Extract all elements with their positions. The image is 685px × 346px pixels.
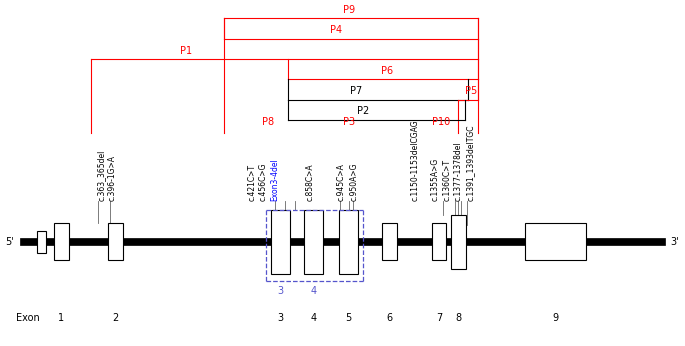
Bar — [382, 223, 397, 260]
Text: c.1355A>G: c.1355A>G — [431, 158, 440, 201]
Text: 5': 5' — [5, 237, 14, 247]
Text: c.456C>G: c.456C>G — [258, 163, 267, 201]
Text: P7: P7 — [350, 86, 362, 96]
Text: c.421C>T: c.421C>T — [247, 164, 256, 201]
Bar — [53, 223, 68, 260]
Text: 5: 5 — [345, 313, 351, 323]
Text: P9: P9 — [343, 5, 356, 15]
Text: P4: P4 — [329, 25, 342, 35]
Bar — [451, 215, 466, 269]
Text: 1: 1 — [58, 313, 64, 323]
Text: c.1150-1153delCGAG: c.1150-1153delCGAG — [410, 119, 419, 201]
Text: P8: P8 — [262, 117, 274, 127]
Text: P1: P1 — [180, 46, 192, 56]
Bar — [525, 223, 586, 260]
Text: 3: 3 — [277, 313, 284, 323]
Text: c.858C>A: c.858C>A — [305, 163, 314, 201]
Bar — [303, 210, 323, 274]
Text: c.363_365del: c.363_365del — [97, 150, 105, 201]
Text: 6: 6 — [386, 313, 393, 323]
Text: 3': 3' — [671, 237, 680, 247]
Text: 4: 4 — [310, 313, 316, 323]
Bar — [37, 231, 47, 253]
Text: 7: 7 — [436, 313, 442, 323]
Text: 4: 4 — [310, 286, 316, 296]
Bar — [432, 223, 446, 260]
Text: c.1391_1393delTGC: c.1391_1393delTGC — [466, 125, 475, 201]
Text: c.950A>G: c.950A>G — [349, 163, 358, 201]
Text: Exon: Exon — [16, 313, 40, 323]
Text: 9: 9 — [552, 313, 558, 323]
Bar — [108, 223, 123, 260]
Text: 3: 3 — [277, 286, 284, 296]
Text: P5: P5 — [466, 86, 477, 96]
Bar — [271, 210, 290, 274]
Text: c.1360C>T: c.1360C>T — [443, 159, 452, 201]
Text: P3: P3 — [343, 117, 356, 127]
Text: 2: 2 — [112, 313, 119, 323]
Text: P10: P10 — [432, 117, 450, 127]
Text: P2: P2 — [357, 107, 369, 117]
Text: c.1377-1378del: c.1377-1378del — [454, 142, 463, 201]
Bar — [339, 210, 358, 274]
Text: P6: P6 — [381, 66, 393, 76]
Text: Exon3-4del: Exon3-4del — [270, 158, 279, 201]
Text: c.396-1G>A: c.396-1G>A — [108, 155, 116, 201]
Text: 8: 8 — [456, 313, 462, 323]
Text: c.945C>A: c.945C>A — [337, 163, 346, 201]
Bar — [20, 238, 665, 245]
